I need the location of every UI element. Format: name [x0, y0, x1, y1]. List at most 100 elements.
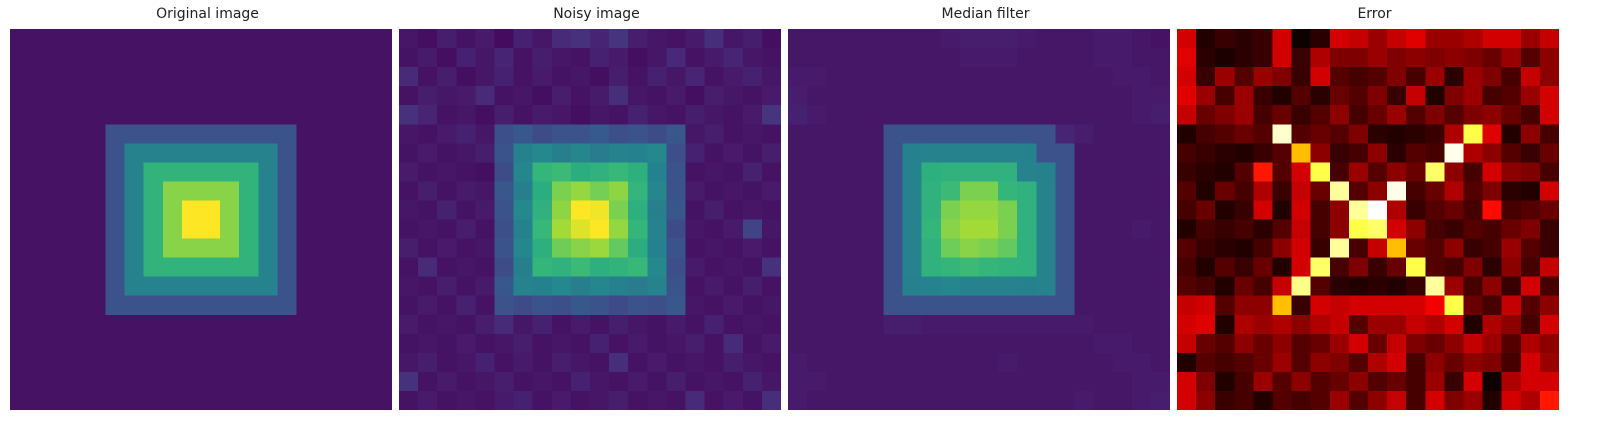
heatmap-cell — [845, 29, 865, 49]
heatmap-cell — [1272, 48, 1293, 68]
heatmap-cell — [1387, 67, 1407, 87]
heatmap-cell — [1482, 181, 1503, 201]
heatmap-cell — [685, 352, 706, 373]
heatmap-cell — [315, 276, 336, 297]
heatmap-cell — [1234, 352, 1254, 373]
heatmap-cell — [1329, 181, 1350, 201]
heatmap-cell — [143, 314, 164, 335]
heatmap-cell — [788, 200, 808, 220]
heatmap-cell — [181, 257, 202, 278]
heatmap-cell — [258, 48, 278, 68]
heatmap-cell — [807, 371, 827, 392]
heatmap-cell — [1520, 257, 1541, 278]
heatmap-cell — [1425, 67, 1445, 87]
heatmap-cell — [399, 105, 419, 125]
heatmap-cell — [475, 48, 495, 68]
heatmap-cell — [551, 276, 572, 297]
heatmap-cell — [742, 295, 763, 316]
heatmap-cell — [1017, 314, 1037, 335]
heatmap-cell — [86, 105, 106, 125]
heatmap-cell — [48, 390, 68, 410]
heatmap-cell — [181, 238, 202, 259]
heatmap-cell — [296, 86, 317, 106]
heatmap-cell — [788, 29, 808, 49]
heatmap-cell — [494, 333, 515, 354]
heatmap-cell — [628, 238, 648, 259]
heatmap-cell — [1093, 276, 1114, 297]
heatmap-cell — [353, 371, 374, 392]
heatmap-cell — [1310, 219, 1331, 240]
heatmap-cell — [67, 67, 87, 87]
heatmap-cell — [162, 67, 183, 87]
heatmap-cell — [666, 86, 686, 106]
heatmap-cell — [418, 124, 438, 144]
heatmap-cell — [10, 371, 30, 392]
heatmap-cell — [628, 276, 648, 297]
heatmap-cell — [532, 67, 553, 87]
heatmap-cell — [532, 238, 553, 259]
heatmap-cell — [1150, 352, 1170, 373]
heatmap-cell — [372, 371, 392, 392]
heatmap-cell — [845, 86, 865, 106]
heatmap-cell — [372, 48, 392, 68]
heatmap-cell — [399, 67, 419, 87]
heatmap-cell — [105, 257, 126, 278]
heatmap-cell — [1215, 219, 1235, 240]
heatmap-cell — [1017, 48, 1037, 68]
heatmap-cell — [1406, 295, 1426, 316]
heatmap-cell — [1368, 86, 1388, 106]
heatmap-cell — [1425, 333, 1445, 354]
heatmap-cell — [940, 314, 961, 335]
heatmap-cell — [67, 390, 87, 410]
heatmap-cell — [296, 276, 317, 297]
heatmap-cell — [1177, 295, 1197, 316]
heatmap-cell — [1150, 29, 1170, 49]
heatmap-cell — [902, 29, 923, 49]
heatmap-cell — [1093, 48, 1114, 68]
heatmap-cell — [647, 352, 667, 373]
heatmap-cell — [1055, 295, 1075, 316]
heatmap-cell — [1196, 124, 1216, 144]
heatmap-cell — [124, 333, 145, 354]
heatmap-cell — [902, 295, 923, 316]
panel-original: Original image — [10, 0, 405, 433]
heatmap-cell — [1272, 257, 1293, 278]
heatmap-cell — [570, 143, 591, 163]
heatmap-cell — [761, 295, 781, 316]
heatmap-cell — [513, 181, 534, 201]
heatmap-cell — [1177, 314, 1197, 335]
heatmap-cell — [685, 86, 706, 106]
heatmap-cell — [609, 67, 629, 87]
heatmap-cell — [1074, 352, 1095, 373]
heatmap-cell — [845, 295, 865, 316]
heatmap-cell — [647, 48, 667, 68]
heatmap-cell — [921, 48, 942, 68]
heatmap-cell — [902, 48, 923, 68]
heatmap-cell — [864, 295, 884, 316]
heatmap-cell — [1177, 162, 1197, 182]
heatmap-cell — [124, 143, 145, 163]
heatmap-cell — [1444, 238, 1464, 259]
heatmap-cell — [29, 257, 49, 278]
heatmap-cell — [959, 181, 980, 201]
heatmap-cell — [181, 200, 202, 220]
heatmap-cell — [86, 333, 106, 354]
heatmap-cell — [1444, 181, 1464, 201]
heatmap-cell — [220, 371, 240, 392]
heatmap-cell — [513, 48, 534, 68]
heatmap-cell — [143, 352, 164, 373]
heatmap-cell — [1539, 257, 1559, 278]
heatmap-cell — [788, 143, 808, 163]
heatmap-cell — [628, 143, 648, 163]
heatmap-cell — [1036, 29, 1056, 49]
heatmap-cell — [353, 314, 374, 335]
heatmap-cell — [1368, 67, 1388, 87]
heatmap-cell — [551, 257, 572, 278]
heatmap-cell — [67, 276, 87, 297]
heatmap-cell — [864, 105, 884, 125]
heatmap-cell — [48, 238, 68, 259]
heatmap-cell — [1017, 200, 1037, 220]
heatmap-cell — [162, 200, 183, 220]
heatmap-cell — [475, 314, 495, 335]
heatmap-cell — [609, 143, 629, 163]
